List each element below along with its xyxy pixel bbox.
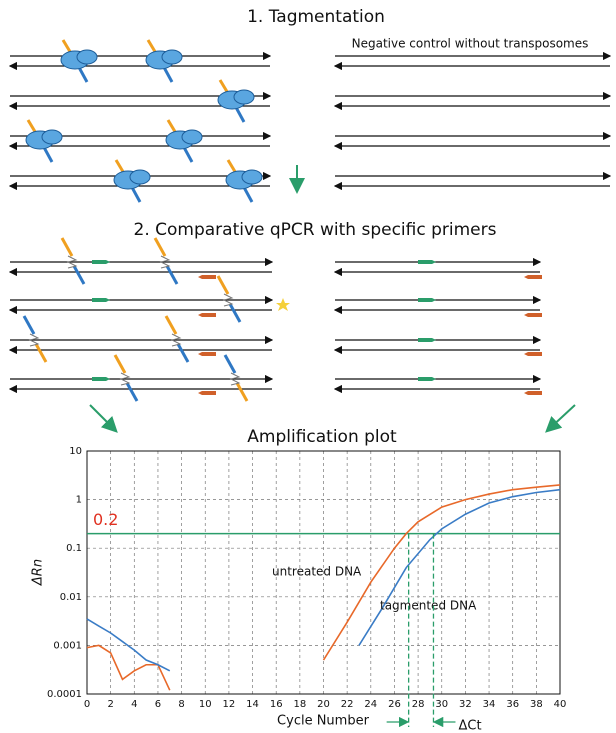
- transposase: [181, 129, 203, 145]
- primer-forward: [418, 298, 436, 302]
- primer-reverse: [198, 313, 216, 317]
- coil: [119, 372, 131, 386]
- primer-reverse: [198, 275, 216, 279]
- series-label: untreated DNA: [272, 565, 362, 579]
- x-tick-label: 12: [223, 699, 236, 710]
- primer-forward: [92, 298, 110, 302]
- primer-reverse: [524, 313, 542, 317]
- y-tick-label: 0.001: [53, 640, 82, 651]
- adapter: [176, 343, 190, 363]
- y-tick-label: 10: [69, 446, 82, 457]
- threshold-label: 0.2: [93, 510, 118, 529]
- delta-ct-label: ΔCt: [458, 719, 481, 733]
- adapter: [216, 275, 230, 295]
- y-tick-label: 0.01: [60, 592, 82, 603]
- adapter: [164, 315, 178, 335]
- negative-control-label: Negative control without transposomes: [352, 37, 589, 51]
- x-tick-label: 18: [293, 699, 306, 710]
- coil: [159, 255, 171, 269]
- x-tick-label: 10: [199, 699, 212, 710]
- x-tick-label: 8: [178, 699, 184, 710]
- x-tick-label: 14: [246, 699, 259, 710]
- section-title: 1. Tagmentation: [247, 7, 385, 27]
- transposase: [241, 169, 263, 185]
- transposase: [41, 129, 63, 145]
- star: [276, 298, 290, 311]
- coil: [222, 293, 234, 307]
- plot-frame: [86, 450, 561, 695]
- x-tick-label: 24: [364, 699, 377, 710]
- series-line: [86, 484, 561, 691]
- primer-forward: [418, 338, 436, 342]
- arrow: [545, 404, 576, 433]
- x-tick-label: 34: [483, 699, 496, 710]
- x-tick-label: 26: [388, 699, 401, 710]
- x-tick-label: 0: [84, 699, 90, 710]
- primer-reverse: [524, 391, 542, 395]
- x-tick-label: 30: [435, 699, 448, 710]
- series-line: [86, 488, 561, 672]
- y-tick-label: 0.0001: [47, 689, 82, 700]
- primer-reverse: [198, 391, 216, 395]
- primer-forward: [92, 260, 110, 264]
- adapter: [60, 237, 74, 257]
- chart-title: Amplification plot: [247, 427, 397, 447]
- adapter: [22, 315, 36, 335]
- adapter: [165, 265, 179, 285]
- transposase: [129, 169, 151, 185]
- primer-forward: [418, 377, 436, 381]
- x-tick-label: 36: [506, 699, 519, 710]
- transposase: [76, 49, 98, 65]
- coil: [66, 255, 78, 269]
- adapter: [228, 303, 242, 323]
- x-tick-label: 2: [107, 699, 113, 710]
- y-tick-label: 0.1: [66, 543, 82, 554]
- x-tick-label: 6: [155, 699, 161, 710]
- x-tick-label: 16: [270, 699, 283, 710]
- x-tick-label: 32: [459, 699, 472, 710]
- x-axis-label: Cycle Number: [277, 714, 370, 729]
- adapter: [235, 382, 249, 402]
- primer-reverse: [524, 352, 542, 356]
- adapter: [34, 343, 48, 363]
- coil: [28, 333, 40, 347]
- arrow: [89, 404, 118, 433]
- adapter: [223, 354, 237, 374]
- section-title: 2. Comparative qPCR with specific primer…: [134, 220, 497, 240]
- primer-reverse: [524, 275, 542, 279]
- y-tick-label: 1: [76, 495, 82, 506]
- coil: [229, 372, 241, 386]
- adapter: [125, 382, 139, 402]
- adapter: [153, 237, 167, 257]
- x-tick-label: 38: [530, 699, 543, 710]
- primer-forward: [92, 377, 110, 381]
- primer-reverse: [198, 352, 216, 356]
- x-tick-label: 40: [554, 699, 567, 710]
- coil: [170, 333, 182, 347]
- diagram: [8, 39, 612, 433]
- primer-forward: [418, 260, 436, 264]
- series-label: tagmented DNA: [380, 599, 477, 613]
- x-tick-label: 22: [341, 699, 354, 710]
- x-tick-label: 20: [317, 699, 330, 710]
- x-tick-label: 28: [412, 699, 425, 710]
- adapter: [113, 354, 127, 374]
- transposase: [233, 89, 255, 105]
- adapter: [72, 265, 86, 285]
- x-tick-label: 4: [131, 699, 137, 710]
- transposase: [161, 49, 183, 65]
- y-axis-label: ΔRn: [31, 559, 46, 586]
